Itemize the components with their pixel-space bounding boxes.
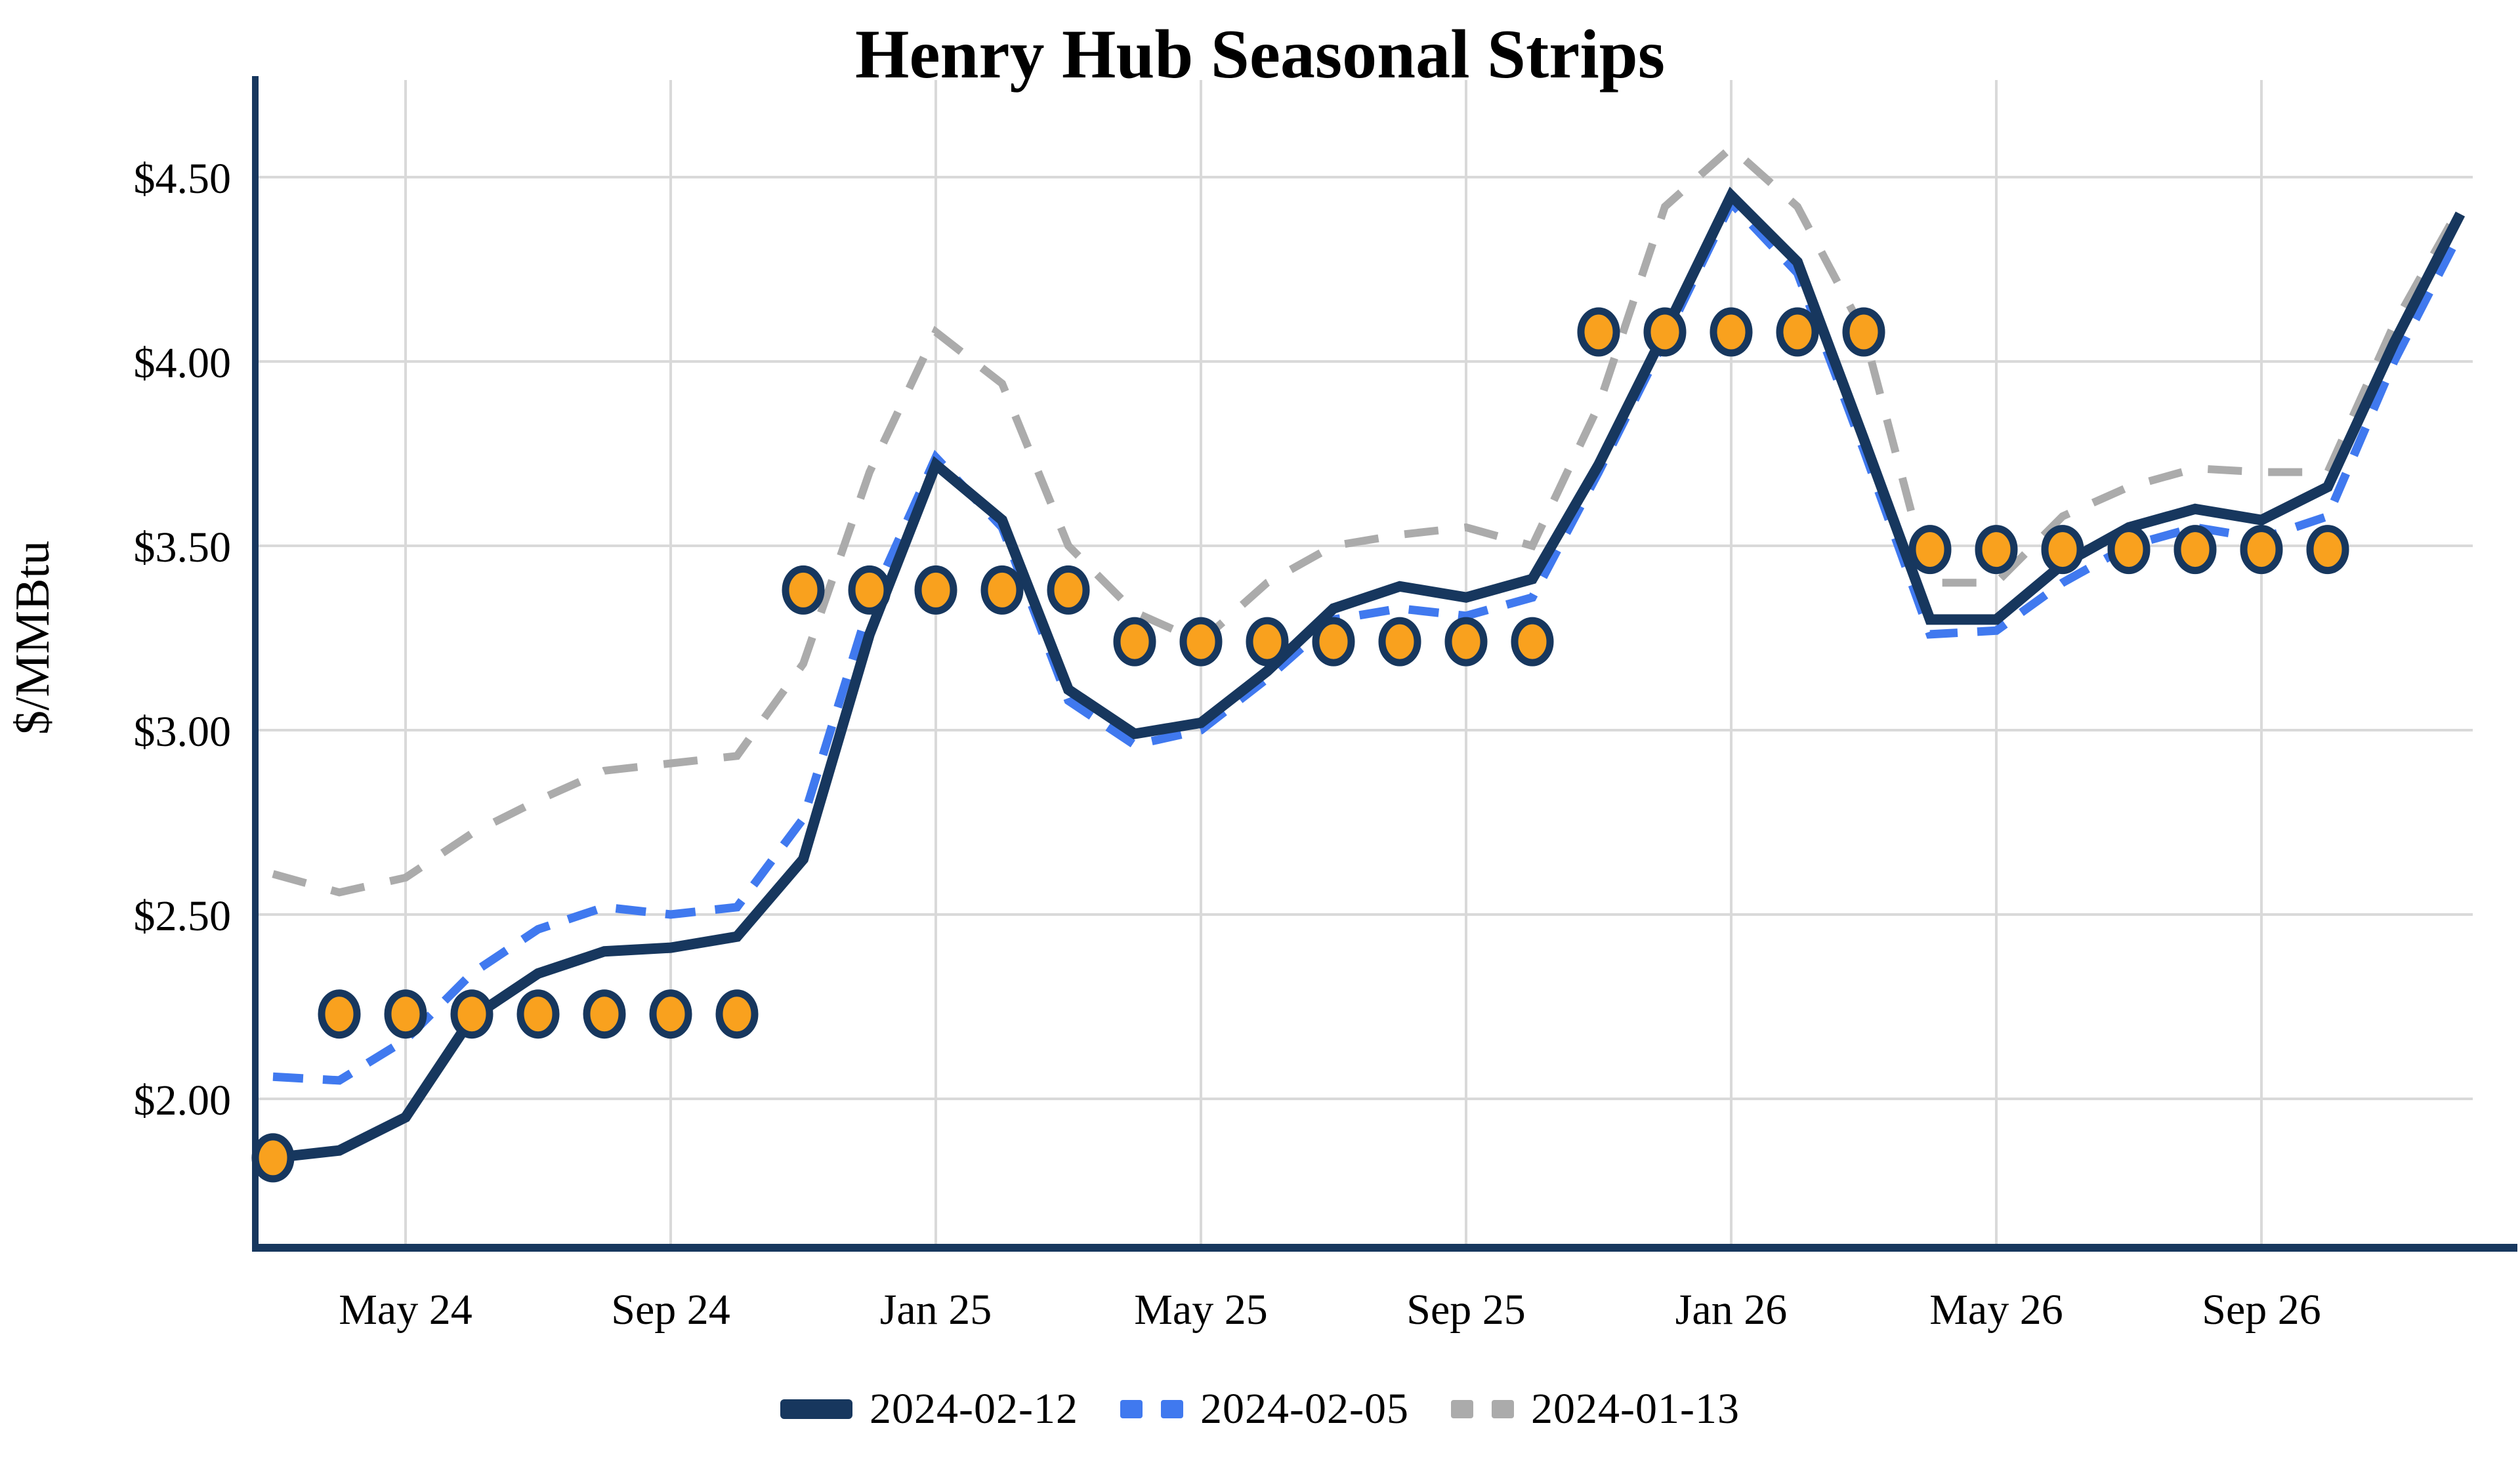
strip-marker-prompt-month — [251, 1133, 295, 1183]
strip-marker-summer-2025 — [1511, 617, 1554, 667]
strip-marker-summer-2026 — [1908, 525, 1952, 575]
strip-marker-summer-2025 — [1113, 617, 1156, 667]
strip-marker-winter-2024-25 — [848, 565, 891, 615]
strip-marker-summer-2025 — [1246, 617, 1289, 667]
strip-marker-summer-2025 — [1312, 617, 1355, 667]
series-lines — [272, 142, 2466, 1163]
legend-label: 2024-02-05 — [1200, 1385, 1409, 1433]
series-line-2024-02-12 — [272, 186, 2466, 1163]
strip-marker-summer-2025 — [1444, 617, 1488, 667]
legend-swatch-solid-navy — [780, 1399, 853, 1419]
y-tick-label: $2.50 — [134, 892, 232, 940]
gridlines — [255, 80, 2473, 1248]
strip-marker-summer-2024 — [715, 989, 759, 1039]
legend-item-2024-02-12: 2024-02-12 — [780, 1384, 1078, 1434]
strip-marker-summer-2026 — [2306, 525, 2349, 575]
legend-item-2024-02-05: 2024-02-05 — [1120, 1384, 1409, 1434]
y-tick-label: $3.50 — [134, 524, 232, 571]
x-tick-label: Jan 26 — [1675, 1286, 1787, 1334]
dash-swatch — [1491, 1400, 1514, 1418]
dash-swatch — [1120, 1400, 1143, 1418]
strip-marker-summer-2024 — [450, 989, 494, 1039]
legend-swatch-dashed-blue — [1120, 1400, 1184, 1418]
dash-swatch — [1161, 1400, 1184, 1418]
chart-title: Henry Hub Seasonal Strips — [855, 16, 1665, 92]
series-line-2024-02-05 — [272, 195, 2464, 1085]
strip-marker-winter-2025-26 — [1842, 307, 1885, 357]
strip-marker-winter-2025-26 — [1577, 307, 1620, 357]
tick-labels: $2.00 $2.50 $3.00 $3.50 $4.00 $4.50 May 24 Sep … — [134, 155, 2321, 1334]
strip-marker-winter-2024-25 — [782, 565, 825, 615]
legend: 2024-02-12 2024-02-05 2024-01-13 — [0, 1338, 2520, 1480]
strip-marker-summer-2024 — [318, 989, 361, 1039]
dash-swatch — [1450, 1400, 1473, 1418]
y-tick-label: $3.00 — [134, 708, 232, 756]
x-tick-label: Jan 25 — [880, 1286, 992, 1334]
strip-marker-summer-2024 — [516, 989, 560, 1039]
solid-line-swatch — [780, 1399, 853, 1419]
legend-label: 2024-01-13 — [1530, 1385, 1740, 1433]
strip-marker-winter-2024-25 — [1047, 565, 1090, 615]
y-tick-label: $4.00 — [134, 339, 232, 387]
strip-marker-summer-2026 — [2107, 525, 2151, 575]
strip-marker-winter-2024-25 — [980, 565, 1024, 615]
x-tick-label: May 25 — [1134, 1286, 1267, 1334]
x-tick-label: Sep 26 — [2202, 1286, 2321, 1334]
strip-marker-winter-2025-26 — [1643, 307, 1687, 357]
chart-area: $2.00 $2.50 $3.00 $3.50 $4.00 $4.50 May 24 Sep … — [6, 16, 2517, 1334]
legend-item-2024-01-13: 2024-01-13 — [1450, 1384, 1740, 1434]
y-tick-label: $2.00 — [134, 1077, 232, 1124]
legend-swatch-dashed-gray — [1450, 1400, 1514, 1418]
strip-marker-winter-2024-25 — [914, 565, 957, 615]
x-tick-label: Sep 25 — [1406, 1286, 1526, 1334]
strip-marker-summer-2026 — [2240, 525, 2283, 575]
strip-marker-summer-2024 — [583, 989, 626, 1039]
strip-marker-summer-2025 — [1179, 617, 1223, 667]
strip-marker-summer-2026 — [1975, 525, 2018, 575]
x-tick-label: Sep 24 — [611, 1286, 730, 1334]
y-tick-label: $4.50 — [134, 155, 232, 203]
legend-label: 2024-02-12 — [870, 1385, 1079, 1433]
strip-marker-winter-2025-26 — [1776, 307, 1819, 357]
x-tick-label: May 26 — [1929, 1286, 2063, 1334]
x-tick-label: May 24 — [339, 1286, 472, 1334]
axis-spines — [252, 76, 2517, 1252]
strip-marker-summer-2026 — [2174, 525, 2217, 575]
series-line-2024-01-13 — [272, 142, 2464, 897]
strip-marker-winter-2025-26 — [1710, 307, 1753, 357]
seasonal-strip-markers — [251, 307, 2349, 1183]
strip-marker-summer-2026 — [2041, 525, 2084, 575]
strip-marker-summer-2025 — [1378, 617, 1421, 667]
strip-marker-summer-2024 — [649, 989, 692, 1039]
seasonal-strips-chart: $2.00 $2.50 $3.00 $3.50 $4.00 $4.50 May 24 Sep … — [6, 16, 2517, 1334]
strip-marker-summer-2024 — [384, 989, 427, 1039]
y-axis-title: $/MMBtu — [6, 541, 60, 735]
